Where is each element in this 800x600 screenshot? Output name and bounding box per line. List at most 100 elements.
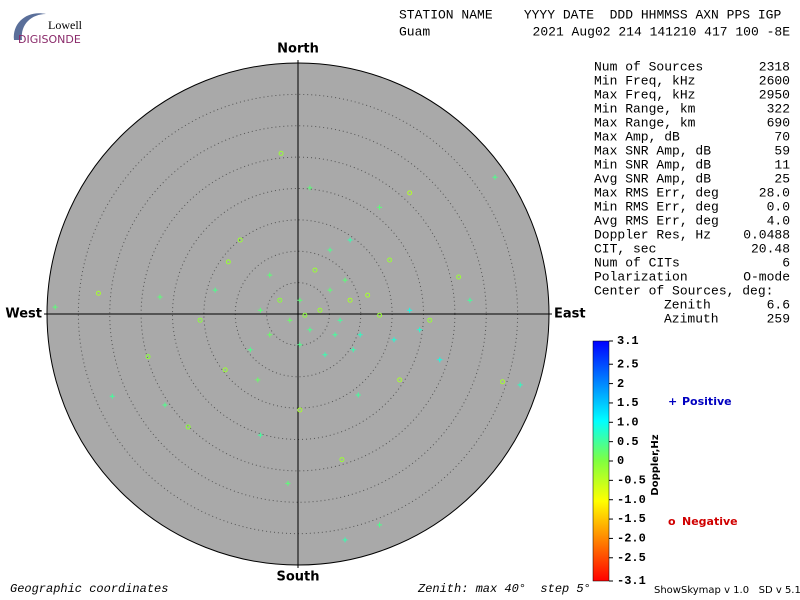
- colorbar-tick-label: 3.1: [617, 334, 639, 348]
- source-positive: [337, 317, 343, 323]
- source-negative: [456, 274, 462, 280]
- zenith-value: 6.6: [767, 297, 790, 312]
- source-negative: [225, 259, 231, 265]
- source-negative: [427, 317, 433, 323]
- source-positive: [157, 294, 163, 300]
- source-positive: [297, 342, 303, 348]
- colorbar-tick-label: 2: [617, 377, 624, 391]
- source-positive: [109, 393, 115, 399]
- source-positive: [407, 307, 413, 313]
- source-positive: [307, 327, 313, 333]
- source-negative: [145, 354, 151, 360]
- stat-value: 6: [782, 255, 790, 270]
- stat-label: CIT, sec: [594, 241, 656, 256]
- source-positive: [377, 522, 383, 528]
- source-positive: [322, 352, 328, 358]
- stat-value: 0.0: [767, 199, 790, 214]
- direction-west: West: [5, 307, 42, 322]
- source-positive: [162, 402, 168, 408]
- source-negative: [347, 297, 353, 303]
- colorbar-tick-label: 1.5: [617, 396, 639, 410]
- source-negative: [278, 150, 284, 156]
- colorbar-tick-label: 0: [617, 454, 624, 468]
- legend-symbol: o: [668, 515, 676, 528]
- stat-value: 2600: [759, 73, 790, 88]
- source-negative: [95, 290, 101, 296]
- source-negative: [397, 377, 403, 383]
- colorbar-tick-label: -1.0: [617, 493, 646, 507]
- source-negative: [339, 457, 345, 463]
- legend-symbol: +: [668, 395, 677, 408]
- source-positive: [437, 357, 443, 363]
- source-positive: [347, 237, 353, 243]
- stat-value: 0.0488: [743, 227, 790, 242]
- stat-label: Max Freq, kHz: [594, 87, 695, 102]
- colorbar-tick-label: 1.0: [617, 415, 639, 429]
- source-positive: [417, 327, 423, 333]
- stat-label: Max Range, km: [594, 115, 696, 130]
- source-positive: [257, 432, 263, 438]
- source-positive: [267, 272, 273, 278]
- stat-label: Max SNR Amp, dB: [594, 143, 711, 158]
- stat-label: Max Amp, dB: [594, 129, 680, 144]
- source-positive: [355, 392, 361, 398]
- source-positive: [285, 480, 291, 486]
- source-positive: [332, 332, 338, 338]
- logo-swoosh: [13, 13, 46, 40]
- footer-left: Geographic coordinates: [10, 582, 168, 596]
- colorbar-tick-label: -2.0: [617, 532, 646, 546]
- stat-label: Doppler Res, Hz: [594, 227, 711, 242]
- stat-value: 28.0: [759, 185, 790, 200]
- stat-value: 59: [774, 143, 790, 158]
- colorbar-tick-label: 0.5: [617, 435, 639, 449]
- stat-label: Min Freq, kHz: [594, 73, 695, 88]
- colorbar-tick-label: -0.5: [617, 474, 646, 488]
- stat-label: Avg RMS Err, deg: [594, 213, 719, 228]
- stat-label: Min RMS Err, deg: [594, 199, 719, 214]
- stat-label: Min SNR Amp, dB: [594, 157, 711, 172]
- source-negative: [387, 257, 393, 263]
- stat-label: Num of CITs: [594, 255, 680, 270]
- source-positive: [377, 204, 383, 210]
- source-positive: [255, 377, 261, 383]
- legend-name: Positive: [682, 395, 732, 408]
- stat-value: 20.48: [751, 241, 790, 256]
- source-positive: [327, 247, 333, 253]
- source-negative: [365, 292, 371, 298]
- source-positive: [257, 307, 263, 313]
- source-negative: [317, 307, 323, 313]
- direction-south: South: [276, 570, 319, 585]
- logo-top: Lowell: [48, 18, 83, 32]
- source-negative: [297, 407, 303, 413]
- stat-value: 70: [774, 129, 790, 144]
- source-positive: [517, 382, 523, 388]
- source-positive: [307, 185, 313, 191]
- stat-label: Avg SNR Amp, dB: [594, 171, 711, 186]
- stat-label: Min Range, km: [594, 101, 696, 116]
- stat-value: 2318: [759, 59, 790, 74]
- source-negative: [277, 297, 283, 303]
- source-positive: [342, 277, 348, 283]
- source-negative: [500, 379, 506, 385]
- source-negative: [407, 190, 413, 196]
- source-positive: [342, 537, 348, 543]
- stat-value: 2950: [759, 87, 790, 102]
- logo-bottom: DIGISONDE: [18, 33, 81, 46]
- colorbar-tick-label: -2.5: [617, 551, 646, 565]
- source-positive: [247, 347, 253, 353]
- source-negative: [302, 312, 308, 318]
- zenith-label: Zenith: [664, 297, 711, 312]
- stat-label: Num of Sources: [594, 59, 703, 74]
- source-negative: [197, 317, 203, 323]
- source-positive: [467, 297, 473, 303]
- stat-label: Polarization: [594, 269, 688, 284]
- footer-middle: Zenith: max 40° step 5°: [417, 582, 591, 596]
- header-labels: STATION NAME YYYY DATE DDD HHMMSS AXN PP…: [399, 7, 781, 22]
- source-positive: [327, 287, 333, 293]
- source-positive: [212, 287, 218, 293]
- source-negative: [222, 367, 228, 373]
- source-positive: [391, 337, 397, 343]
- colorbar-tick-label: -3.1: [617, 574, 646, 588]
- source-positive: [287, 317, 293, 323]
